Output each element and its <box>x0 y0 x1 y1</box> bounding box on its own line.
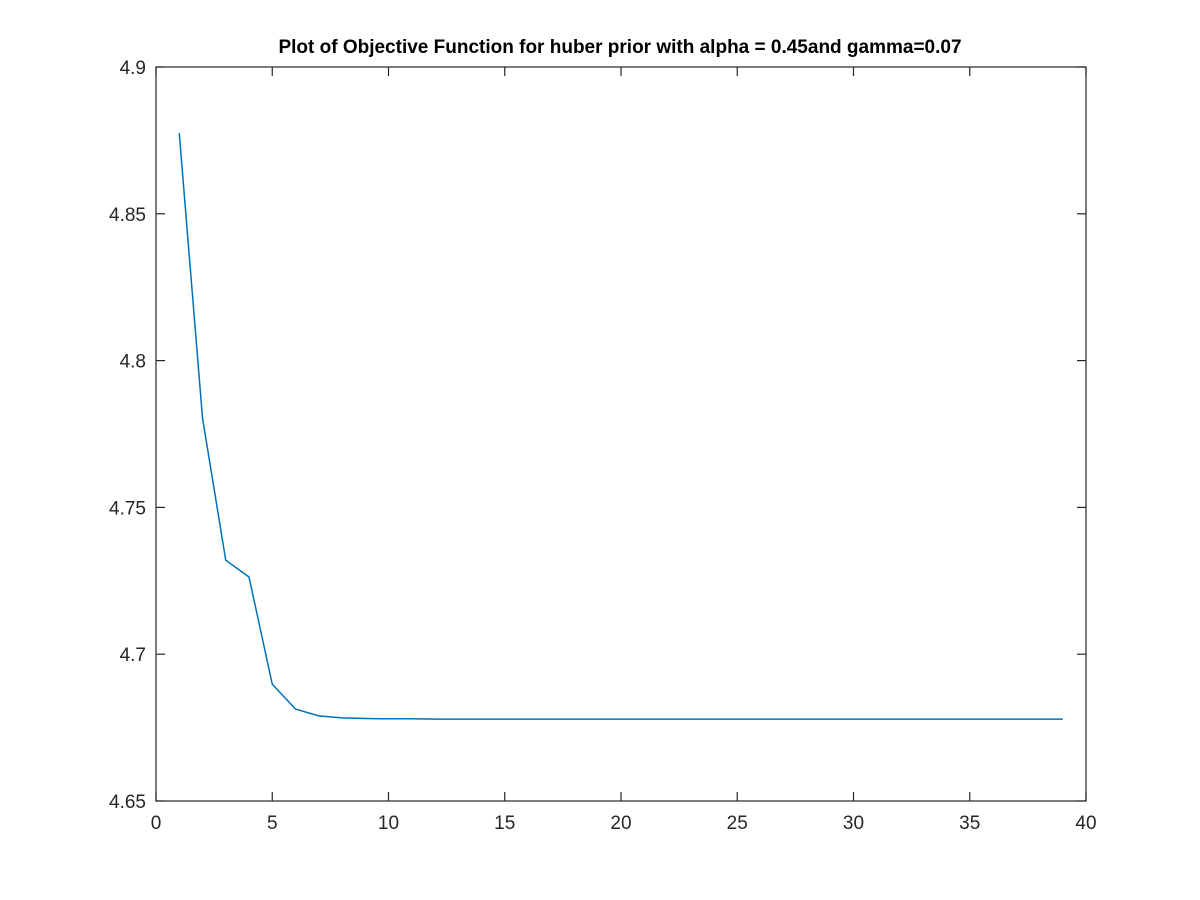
y-tick-label: 4.9 <box>120 58 146 79</box>
y-tick-label: 4.85 <box>109 205 146 226</box>
x-tick-label: 10 <box>378 813 399 834</box>
x-tick-label: 20 <box>610 813 631 834</box>
y-tick-label: 4.7 <box>120 645 146 666</box>
x-tick-label: 5 <box>267 813 278 834</box>
y-tick-label: 4.8 <box>120 352 146 373</box>
chart-title: Plot of Objective Function for huber pri… <box>278 37 961 58</box>
y-tick-label: 4.65 <box>109 792 146 813</box>
x-tick-label: 35 <box>959 813 980 834</box>
series-line <box>178 132 1063 720</box>
tick-layer: 0 5 10 15 20 25 30 35 40 4.65 4.7 4.75 4.8 4.85 4.9 <box>109 58 1097 834</box>
x-tick-label: 0 <box>151 813 162 834</box>
x-tick-label: 40 <box>1075 813 1096 834</box>
series-layer <box>178 132 1063 720</box>
x-tick-label: 25 <box>727 813 748 834</box>
plot-area-frame <box>155 66 1087 802</box>
x-tick-label: 30 <box>843 813 864 834</box>
y-tick-label: 4.75 <box>109 498 146 519</box>
x-tick-label: 15 <box>494 813 515 834</box>
